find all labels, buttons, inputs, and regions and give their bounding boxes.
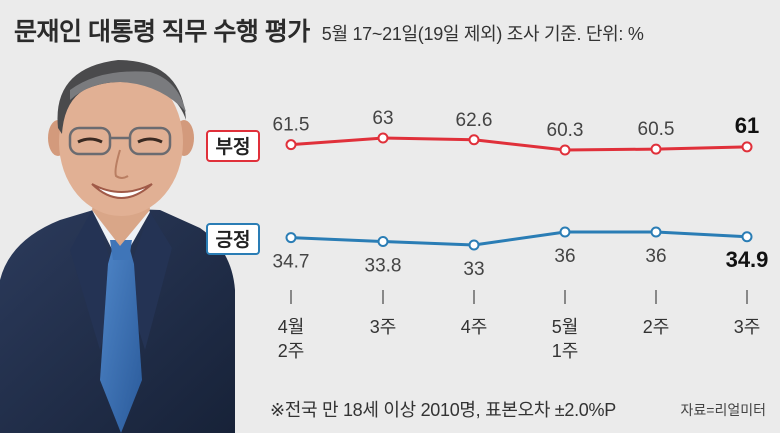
data-point xyxy=(650,143,662,155)
data-point xyxy=(559,226,571,238)
data-point xyxy=(741,231,753,243)
data-label: 61 xyxy=(735,113,759,138)
data-label: 63 xyxy=(372,108,393,129)
x-tick-label: 4주 xyxy=(461,317,488,337)
data-label: 33.8 xyxy=(365,256,402,277)
data-point xyxy=(285,139,297,151)
legend-label-1: 긍정 xyxy=(216,229,251,251)
data-point xyxy=(377,236,389,248)
data-point xyxy=(741,141,753,153)
data-label: 36 xyxy=(645,246,666,267)
source-credit: 자료=리얼미터 xyxy=(680,402,766,418)
data-label: 61.5 xyxy=(273,115,310,136)
data-label: 34.7 xyxy=(273,252,310,273)
data-label: 34.9 xyxy=(726,247,769,272)
data-label: 62.6 xyxy=(456,110,493,131)
data-label: 33 xyxy=(463,259,484,280)
data-point xyxy=(559,144,571,156)
data-point xyxy=(650,226,662,238)
legend-box-0 xyxy=(206,130,260,162)
series-line-0 xyxy=(290,136,748,152)
series-line-1 xyxy=(290,230,748,247)
x-tick-label: 3주 xyxy=(370,317,397,337)
data-point xyxy=(285,232,297,244)
x-tick-label: 2주 xyxy=(643,317,670,337)
x-tick-label: 5월 1주 xyxy=(552,317,579,361)
legend-label-0: 부정 xyxy=(216,136,251,158)
x-tick-label: 4월 2주 xyxy=(278,317,305,361)
data-point xyxy=(377,132,389,144)
x-tick-label: 3주 xyxy=(734,317,761,337)
legend-box-1 xyxy=(206,223,260,255)
portrait-image xyxy=(0,60,235,433)
chart-subtitle: 5월 17~21일(19일 제외) 조사 기준. 단위: % xyxy=(321,24,644,44)
title-row: 문재인 대통령 직무 수행 평가 5월 17~21일(19일 제외) 조사 기준… xyxy=(14,12,644,46)
data-label: 60.3 xyxy=(547,120,584,141)
chart-title: 문재인 대통령 직무 수행 평가 xyxy=(14,18,310,46)
data-point xyxy=(468,134,480,146)
data-label: 36 xyxy=(554,246,575,267)
data-label: 60.5 xyxy=(638,119,675,140)
data-point xyxy=(468,239,480,251)
footnote: ※전국 만 18세 이상 2010명, 표본오차 ±2.0%P xyxy=(270,400,616,420)
